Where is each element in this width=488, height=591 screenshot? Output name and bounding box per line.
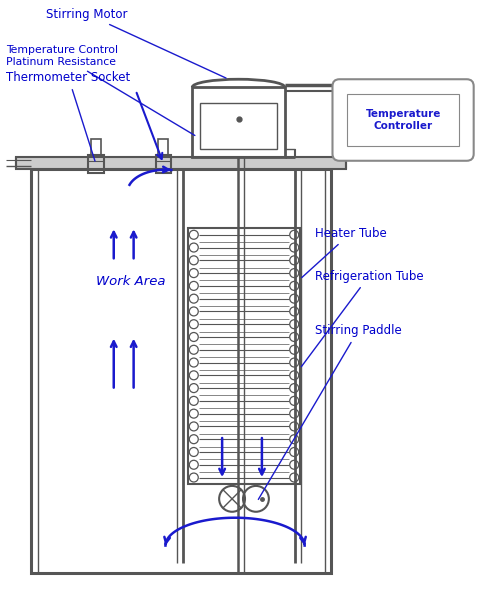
Text: Work Area: Work Area — [96, 275, 165, 288]
Bar — [192, 87, 285, 157]
Text: Temperature Control
Platinum Resistance: Temperature Control Platinum Resistance — [6, 46, 195, 135]
Bar — [159, 139, 168, 155]
Bar — [88, 155, 104, 173]
Bar — [188, 228, 300, 484]
Bar — [347, 94, 459, 146]
Text: Temperature
Controller: Temperature Controller — [366, 109, 441, 131]
Text: Thermometer Socket: Thermometer Socket — [6, 71, 131, 161]
Text: Stirring Paddle: Stirring Paddle — [258, 324, 401, 499]
Text: Heater Tube: Heater Tube — [302, 227, 386, 278]
Bar — [200, 103, 277, 149]
Bar — [16, 157, 346, 168]
Text: Stirring Motor: Stirring Motor — [46, 8, 226, 78]
Text: Refrigeration Tube: Refrigeration Tube — [302, 269, 423, 366]
Bar — [156, 155, 171, 173]
Bar — [38, 168, 325, 573]
Bar — [31, 168, 331, 573]
FancyBboxPatch shape — [332, 79, 474, 161]
Bar — [91, 139, 101, 155]
